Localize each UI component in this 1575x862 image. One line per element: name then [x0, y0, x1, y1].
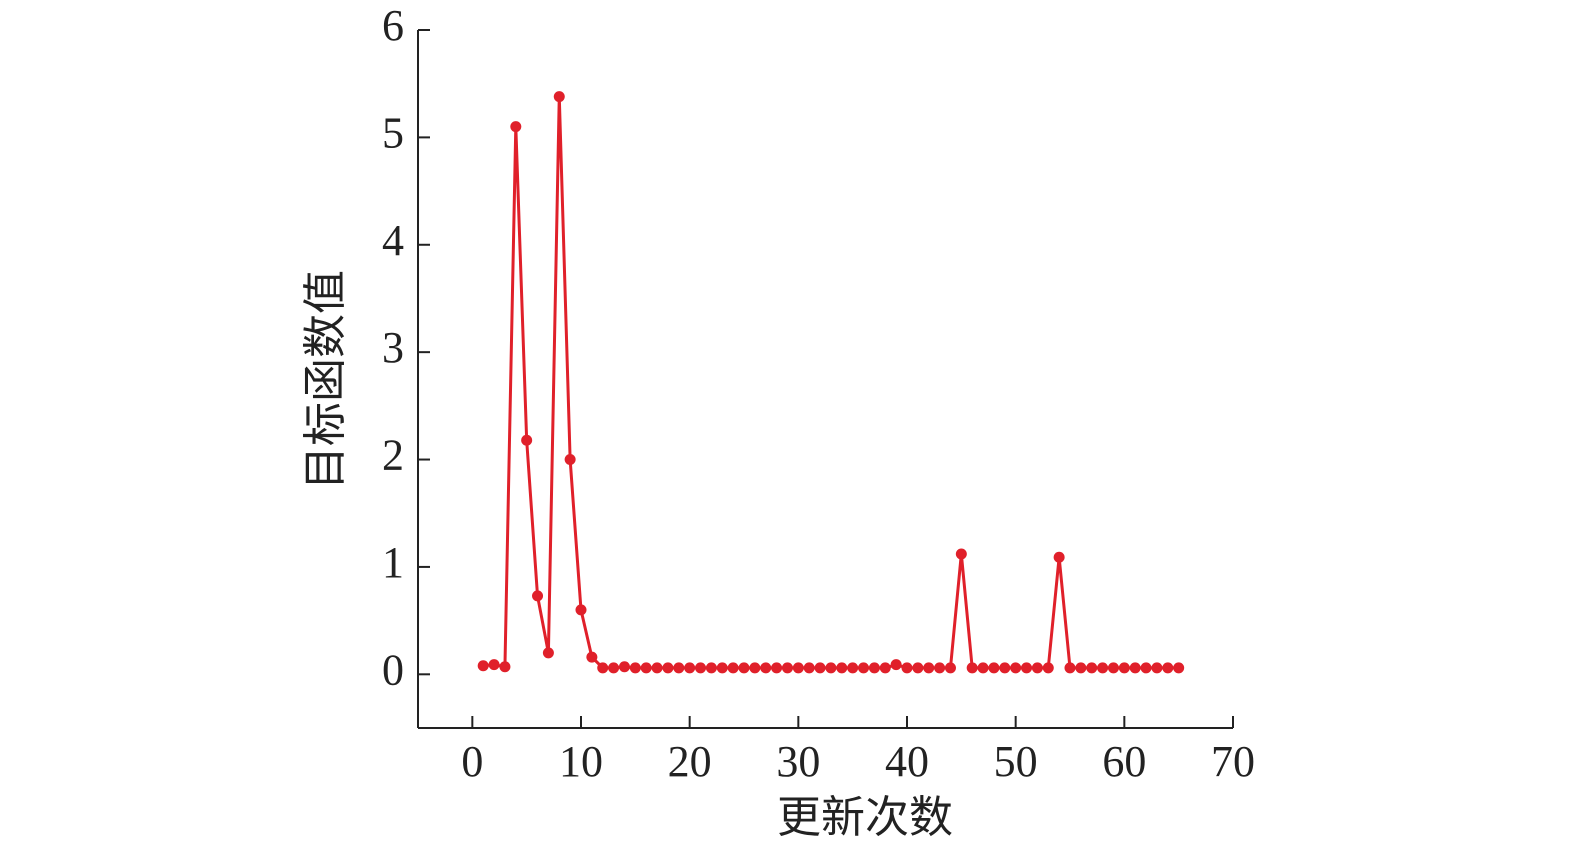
data-point	[944, 662, 956, 674]
data-point	[858, 662, 870, 674]
x-tick-label: 20	[668, 737, 712, 786]
y-tick-label: 4	[382, 216, 404, 265]
data-point	[836, 662, 848, 674]
x-axis-label: 更新次数	[777, 793, 953, 842]
data-point	[651, 662, 663, 674]
data-point	[923, 662, 935, 674]
data-point	[760, 662, 772, 674]
data-point	[1097, 662, 1109, 674]
data-point	[771, 662, 783, 674]
data-point	[1173, 662, 1185, 674]
y-tick-label: 5	[382, 108, 404, 157]
data-point	[781, 662, 793, 674]
data-point	[510, 121, 522, 133]
data-point	[553, 91, 565, 103]
data-point	[716, 662, 728, 674]
data-point	[901, 662, 913, 674]
data-point	[803, 662, 815, 674]
data-point	[564, 454, 576, 466]
data-point	[521, 434, 533, 446]
data-point	[1010, 662, 1022, 674]
y-tick-label: 3	[382, 323, 404, 372]
data-point	[1118, 662, 1130, 674]
data-point	[955, 548, 967, 560]
data-point	[1107, 662, 1119, 674]
data-point	[662, 662, 674, 674]
data-point	[673, 662, 685, 674]
data-point	[629, 662, 641, 674]
data-point	[488, 659, 500, 671]
data-point	[1021, 662, 1033, 674]
data-point	[695, 662, 707, 674]
data-point	[825, 662, 837, 674]
data-point	[727, 662, 739, 674]
x-tick-label: 70	[1211, 737, 1255, 786]
data-point	[477, 660, 489, 672]
data-point	[749, 662, 761, 674]
x-tick-label: 10	[559, 737, 603, 786]
data-point	[532, 590, 544, 602]
x-tick-label: 60	[1102, 737, 1146, 786]
data-point	[1064, 662, 1076, 674]
data-point	[1151, 662, 1163, 674]
y-tick-label: 1	[382, 538, 404, 587]
data-point	[640, 662, 652, 674]
data-point	[1031, 662, 1043, 674]
data-point	[618, 661, 630, 673]
data-point	[1162, 662, 1174, 674]
y-axis-label: 目标函数值	[301, 270, 350, 490]
data-point	[1042, 662, 1054, 674]
data-point	[792, 662, 804, 674]
data-point	[1053, 551, 1065, 563]
x-tick-label: 0	[461, 737, 483, 786]
data-point	[608, 662, 620, 674]
data-point	[1086, 662, 1098, 674]
data-point	[977, 662, 989, 674]
y-tick-label: 2	[382, 431, 404, 480]
data-point	[912, 662, 924, 674]
y-tick-label: 6	[382, 1, 404, 50]
data-point	[814, 662, 826, 674]
data-point	[890, 659, 902, 671]
data-point	[684, 662, 696, 674]
data-point	[966, 662, 978, 674]
data-point	[879, 662, 891, 674]
data-point	[868, 662, 880, 674]
data-point	[847, 662, 859, 674]
y-tick-label: 0	[382, 645, 404, 694]
data-point	[586, 651, 598, 663]
data-point	[1140, 662, 1152, 674]
x-tick-label: 50	[994, 737, 1038, 786]
data-point	[499, 661, 511, 673]
data-point	[738, 662, 750, 674]
data-point	[575, 604, 587, 616]
x-tick-label: 40	[885, 737, 929, 786]
data-point	[1075, 662, 1087, 674]
data-point	[934, 662, 946, 674]
data-point	[1129, 662, 1141, 674]
data-point	[988, 662, 1000, 674]
data-point	[542, 647, 554, 659]
data-line	[483, 96, 1179, 670]
data-point	[597, 662, 609, 674]
x-tick-label: 30	[776, 737, 820, 786]
data-point	[999, 662, 1011, 674]
data-point	[705, 662, 717, 674]
